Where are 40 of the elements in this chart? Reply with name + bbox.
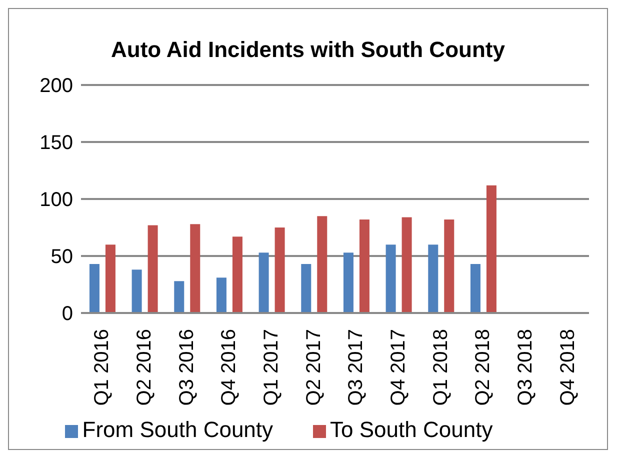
bar	[470, 264, 480, 313]
x-tick-label: Q3 2018	[514, 329, 536, 406]
x-tick-label: Q2 2016	[134, 329, 156, 406]
x-tick-label: Q2 2018	[472, 329, 494, 406]
bar	[301, 264, 312, 313]
bar	[386, 244, 396, 313]
x-tick-label: Q1 2017	[260, 329, 282, 406]
bar	[174, 281, 184, 313]
bar	[343, 252, 354, 313]
x-tick-label: Q1 2018	[430, 329, 452, 406]
bar	[132, 270, 142, 313]
bar	[359, 220, 370, 313]
y-tick-label: 0	[62, 303, 73, 326]
y-tick-label: 150	[40, 132, 73, 154]
bar	[89, 264, 100, 313]
bar	[444, 220, 454, 313]
bar	[402, 217, 412, 313]
bar	[148, 225, 158, 313]
bar	[274, 228, 285, 313]
x-tick-label: Q3 2017	[345, 329, 368, 406]
bar	[232, 236, 242, 313]
y-tick-label: 50	[50, 246, 73, 268]
x-tick-label: Q4 2017	[388, 329, 410, 406]
y-tick-label: 200	[40, 75, 73, 98]
chart-title: Auto Aid Incidents with South County	[110, 36, 506, 64]
bar	[317, 216, 328, 313]
bar	[258, 252, 269, 313]
legend-label: From South County	[82, 417, 274, 442]
x-tick-label: Q1 2016	[91, 329, 114, 406]
bar	[486, 185, 496, 313]
x-tick-label: Q2 2017	[302, 329, 325, 406]
bar	[216, 278, 226, 313]
bar	[105, 244, 116, 313]
x-tick-label: Q4 2016	[218, 329, 240, 406]
x-tick-label: Q3 2016	[176, 329, 198, 406]
bar	[428, 244, 438, 313]
bar	[190, 224, 200, 313]
legend-label: To South County	[330, 417, 493, 442]
y-tick-label: 100	[40, 189, 73, 212]
x-tick-label: Q4 2018	[556, 329, 579, 406]
